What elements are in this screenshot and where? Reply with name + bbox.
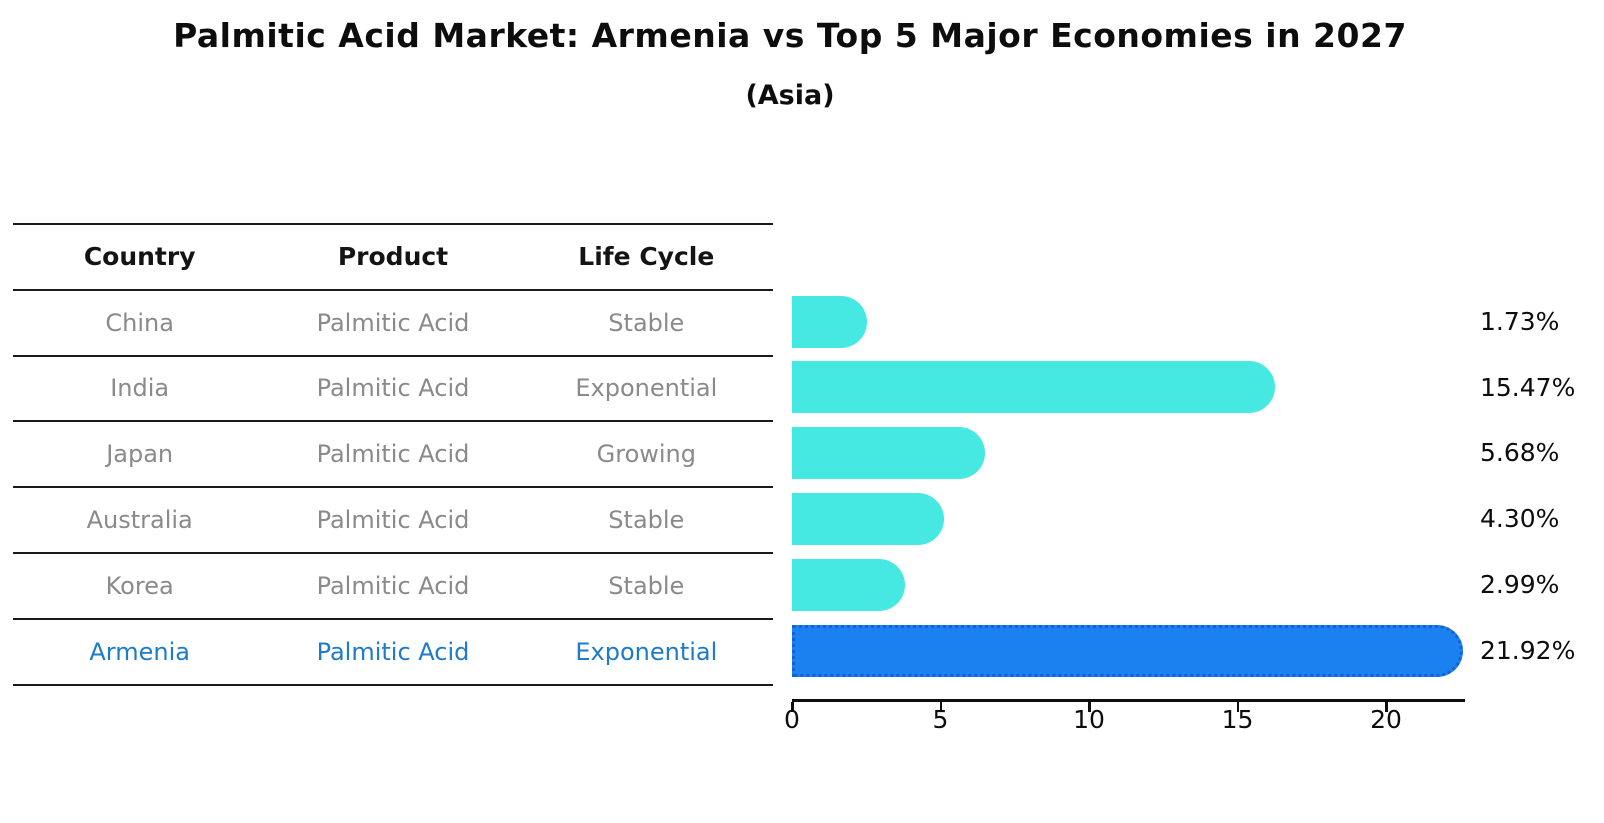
table-cell-life-cycle: Stable bbox=[608, 506, 685, 535]
bar-row-australia bbox=[792, 486, 1465, 552]
table-row-korea: Korea Palmitic Acid Stable bbox=[13, 554, 773, 620]
bar-korea bbox=[792, 558, 905, 611]
table-row-armenia: Armenia Palmitic Acid Exponential bbox=[13, 620, 773, 686]
table-cell-country: Australia bbox=[86, 506, 193, 535]
chart-title: Palmitic Acid Market: Armenia vs Top 5 M… bbox=[173, 16, 1407, 55]
table-cell-life-cycle: Growing bbox=[596, 440, 696, 469]
table-header-row: Country Product Life Cycle bbox=[13, 225, 773, 291]
table-row-australia: Australia Palmitic Acid Stable bbox=[13, 488, 773, 554]
table-header-lifecycle: Life Cycle bbox=[578, 242, 715, 272]
x-tick-label-5: 5 bbox=[932, 705, 949, 734]
table-cell-country: Korea bbox=[105, 571, 174, 600]
table-row-china: China Palmitic Acid Stable bbox=[13, 291, 773, 357]
table-cell-life-cycle: Exponential bbox=[575, 637, 718, 666]
x-tick-mark-20 bbox=[1385, 702, 1388, 712]
x-tick-label-15: 15 bbox=[1221, 705, 1254, 734]
value-label-armenia: 21.92% bbox=[1480, 635, 1576, 665]
table-cell-product: Palmitic Acid bbox=[316, 637, 470, 666]
x-tick-mark-10 bbox=[1088, 702, 1091, 712]
x-tick-label-0: 0 bbox=[784, 705, 800, 734]
table-body: China Palmitic Acid Stable India Palmitic Ac… bbox=[13, 291, 773, 686]
table-cell-product: Palmitic Acid bbox=[316, 440, 470, 469]
x-tick-mark-5 bbox=[939, 702, 942, 712]
x-axis-line bbox=[792, 699, 1465, 702]
value-label-japan: 5.68% bbox=[1480, 438, 1560, 468]
table-row-india: India Palmitic Acid Exponential bbox=[13, 357, 773, 423]
table-cell-country: China bbox=[105, 308, 174, 337]
bar-row-india bbox=[792, 355, 1465, 421]
value-label-india: 15.47% bbox=[1480, 372, 1576, 402]
table-cell-country: Japan bbox=[106, 440, 174, 469]
table-cell-country: Armenia bbox=[89, 637, 190, 666]
bar-row-china bbox=[792, 289, 1465, 355]
table-cell-product: Palmitic Acid bbox=[316, 308, 470, 337]
x-tick-label-10: 10 bbox=[1073, 705, 1105, 734]
table-cell-life-cycle: Exponential bbox=[575, 374, 718, 403]
bar-plot bbox=[792, 289, 1465, 684]
value-label-china: 1.73% bbox=[1480, 306, 1560, 336]
value-label-australia: 4.30% bbox=[1480, 504, 1560, 534]
x-tick-label-20: 20 bbox=[1370, 705, 1402, 734]
x-tick-mark-0 bbox=[791, 702, 794, 712]
chart-subtitle: (Asia) bbox=[745, 80, 835, 111]
table-cell-life-cycle: Stable bbox=[608, 308, 685, 337]
bar-australia bbox=[792, 493, 944, 546]
bar-row-korea bbox=[792, 552, 1465, 618]
table-cell-country: India bbox=[110, 374, 170, 403]
bar-china bbox=[792, 295, 868, 348]
bar-india bbox=[792, 361, 1276, 414]
x-tick-mark-15 bbox=[1236, 702, 1239, 712]
table-header-product: Product bbox=[337, 242, 449, 272]
value-label-korea: 2.99% bbox=[1480, 569, 1560, 599]
table-header-country: Country bbox=[83, 242, 196, 272]
table-cell-life-cycle: Stable bbox=[608, 571, 685, 600]
table-row-japan: Japan Palmitic Acid Growing bbox=[13, 422, 773, 489]
bar-japan bbox=[792, 427, 985, 480]
bar-armenia bbox=[792, 624, 1463, 677]
country-table: Country Product Life Cycle China Palmitic… bbox=[13, 223, 773, 686]
table-cell-product: Palmitic Acid bbox=[316, 374, 470, 403]
bar-row-japan bbox=[792, 420, 1465, 486]
table-cell-product: Palmitic Acid bbox=[316, 506, 470, 535]
bar-row-armenia bbox=[792, 618, 1465, 684]
table-cell-product: Palmitic Acid bbox=[316, 571, 470, 600]
